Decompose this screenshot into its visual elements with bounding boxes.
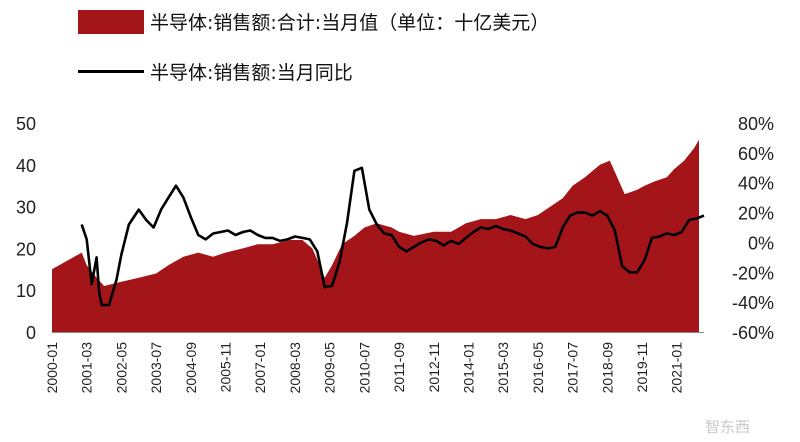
legend-label-yoy: 半导体:销售额:当月同比: [150, 62, 353, 84]
y-left-tick: 0: [26, 323, 36, 343]
y-left-tick: 20: [16, 239, 36, 259]
x-tick-label: 2019-11: [634, 342, 650, 393]
legend-swatch-line: [78, 70, 144, 73]
sales-area: [52, 139, 699, 332]
y-right-tick: 80%: [738, 114, 774, 134]
x-tick-label: 2007-01: [252, 342, 268, 394]
y-right-tick: -40%: [732, 293, 774, 313]
watermark-logo: 智东西: [705, 418, 751, 436]
x-tick-label: 2009-05: [322, 342, 338, 394]
x-tick-label: 2004-09: [183, 342, 199, 394]
legend-swatch-area: [78, 9, 144, 34]
x-tick-label: 2017-07: [565, 342, 581, 394]
y-left-tick: 40: [16, 156, 36, 176]
x-tick-label: 2000-01: [44, 342, 60, 394]
legend-item-sales: 半导体:销售额:合计:当月值（单位：十亿美元）: [78, 8, 549, 35]
y-left-tick: 50: [16, 114, 36, 134]
x-tick-label: 2011-09: [391, 342, 407, 393]
x-tick-label: 2001-03: [79, 342, 95, 394]
y-right-tick: 60%: [738, 144, 774, 164]
x-tick-label: 2016-05: [530, 342, 546, 394]
x-tick-label: 2002-05: [113, 342, 129, 394]
y-right-tick: 20%: [738, 204, 774, 224]
legend-item-yoy: 半导体:销售额:当月同比: [78, 58, 353, 85]
y-right-tick: -20%: [732, 263, 774, 283]
x-tick-label: 2012-11: [426, 342, 442, 393]
x-tick-label: 2008-03: [287, 342, 303, 394]
x-tick-label: 2015-03: [495, 342, 511, 394]
y-left-tick: 30: [16, 198, 36, 218]
y-left-tick: 10: [16, 281, 36, 301]
y-right-tick: -60%: [732, 323, 774, 343]
yoy-line: [80, 166, 705, 307]
x-tick-label: 2014-01: [461, 342, 477, 394]
x-tick-label: 2005-11: [218, 342, 234, 393]
x-tick-label: 2003-07: [148, 342, 164, 394]
legend-label-sales: 半导体:销售额:合计:当月值（单位：十亿美元）: [150, 12, 550, 34]
y-right-tick: 0%: [748, 233, 774, 253]
y-right-tick: 40%: [738, 174, 774, 194]
x-tick-label: 2021-01: [669, 342, 685, 394]
x-tick-label: 2010-07: [356, 342, 372, 394]
x-tick-label: 2018-09: [599, 342, 615, 394]
